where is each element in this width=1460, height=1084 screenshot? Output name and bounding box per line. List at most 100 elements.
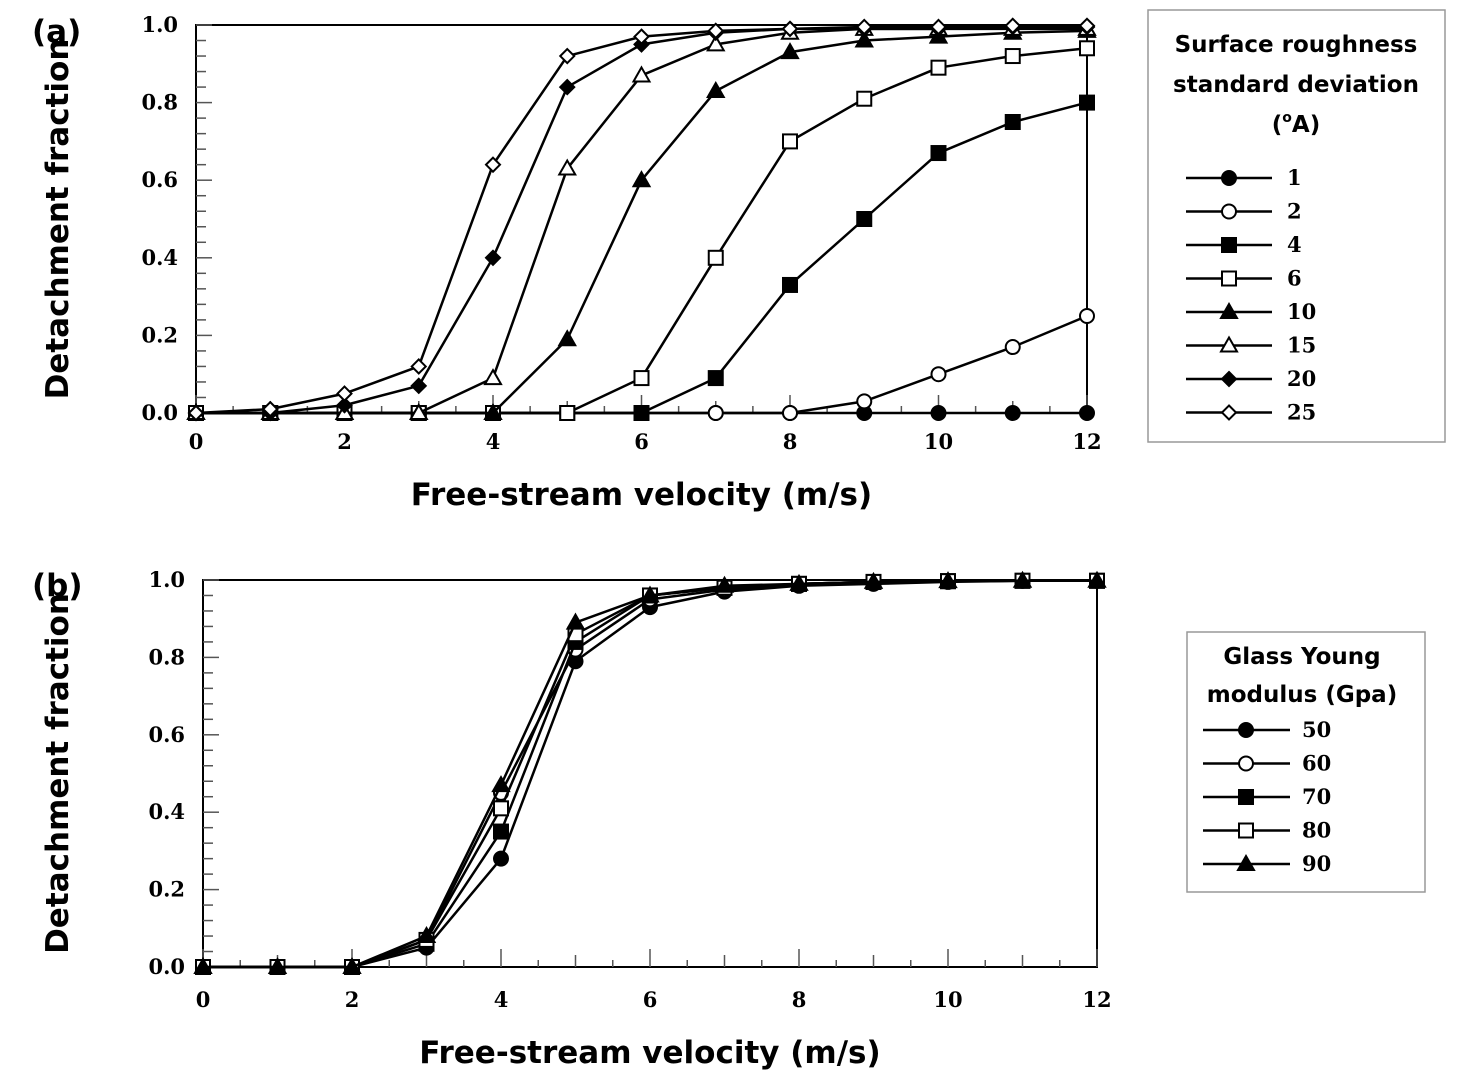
data-point	[1079, 40, 1095, 57]
data-point	[1079, 405, 1095, 421]
y-tick-label: 0.8	[148, 644, 185, 669]
y-tick-label: 0.4	[148, 799, 185, 824]
data-point	[930, 59, 947, 76]
data-point	[493, 823, 509, 840]
x-tick-label: 8	[783, 429, 798, 454]
legend-item-15: 15	[1186, 333, 1316, 358]
data-point	[781, 20, 799, 38]
data-point	[493, 850, 509, 867]
data-point	[1004, 339, 1021, 356]
data-point	[856, 90, 873, 107]
data-point	[706, 80, 726, 98]
data-point	[930, 18, 947, 36]
series-15	[186, 18, 1097, 420]
panel-label: (b)	[32, 568, 83, 604]
data-point	[1012, 570, 1033, 588]
legend-item-50: 50	[1203, 717, 1331, 742]
data-point	[557, 158, 577, 176]
legend-item-4: 4	[1186, 232, 1302, 257]
data-point	[484, 249, 502, 267]
series-6	[188, 40, 1095, 421]
legend-marker	[1219, 335, 1239, 353]
x-tick-label: 0	[189, 429, 204, 454]
data-point	[1004, 17, 1022, 35]
data-point	[1004, 405, 1021, 421]
legend-item-20: 20	[1186, 366, 1316, 391]
data-point	[930, 366, 947, 383]
legend-item-90: 90	[1203, 851, 1331, 876]
data-point	[633, 28, 650, 46]
data-point	[631, 170, 652, 188]
series-line	[195, 24, 1087, 415]
plot-frame	[195, 24, 1088, 414]
legend-label: 15	[1287, 333, 1316, 358]
x-tick-label: 10	[933, 987, 962, 1012]
legend-item-1: 1	[1186, 165, 1302, 190]
data-point	[483, 368, 503, 386]
legend-marker	[1221, 203, 1237, 220]
y-tick-label: 0.6	[148, 722, 185, 747]
legend-title-unit: (oA)	[1272, 110, 1320, 138]
data-point	[640, 585, 660, 603]
x-axis-title: Free-stream velocity (m/s)	[419, 1035, 880, 1071]
data-point	[854, 30, 874, 48]
series-line	[196, 25, 1087, 415]
data-point	[557, 329, 577, 347]
series-80	[195, 572, 1105, 975]
legend-label: 10	[1287, 299, 1316, 324]
data-point	[484, 156, 502, 174]
data-point	[416, 926, 437, 944]
data-point	[706, 34, 726, 52]
data-point	[1078, 17, 1096, 35]
data-point	[782, 276, 798, 293]
series-line	[196, 47, 1088, 415]
y-tick-label: 0.2	[141, 322, 178, 347]
x-tick-label: 10	[924, 429, 953, 454]
data-point	[483, 402, 503, 420]
data-point	[782, 133, 798, 150]
data-point	[558, 47, 576, 65]
y-tick-label: 0.2	[148, 877, 185, 902]
data-point	[410, 358, 428, 375]
series-25	[187, 17, 1096, 422]
series-line	[203, 579, 1097, 969]
legend-label: 2	[1287, 199, 1302, 224]
legend-title: Glass Young	[1223, 644, 1380, 670]
data-point	[856, 211, 873, 227]
series-70	[195, 572, 1105, 975]
legend-marker	[1220, 404, 1238, 421]
legend-label: 60	[1302, 751, 1331, 776]
legend-item-60: 60	[1203, 751, 1331, 776]
legend-item-10: 10	[1186, 299, 1316, 324]
legend-label: 20	[1287, 366, 1316, 391]
data-point	[707, 370, 724, 387]
legend-label: 80	[1302, 818, 1331, 843]
plot-frame	[202, 579, 1098, 968]
data-point	[493, 800, 509, 817]
y-tick-label: 1.0	[141, 12, 178, 37]
legend-marker	[1219, 301, 1239, 319]
data-point	[267, 956, 288, 974]
data-point	[336, 385, 353, 403]
data-point	[558, 78, 576, 96]
x-tick-label: 2	[337, 429, 352, 454]
data-point	[938, 571, 958, 589]
legend-marker	[1221, 170, 1237, 186]
legend-title: standard deviation	[1173, 72, 1419, 98]
data-point	[930, 145, 947, 162]
y-tick-label: 1.0	[148, 567, 185, 592]
data-point	[633, 405, 650, 421]
legend-item-70: 70	[1203, 784, 1331, 809]
panel-b: 0.0 0.2 0.4 0.6 0.8 1.0 0 2 4 6 8 10 12 Free-stream v…	[32, 567, 1426, 1071]
data-point	[855, 18, 873, 36]
series-line	[196, 101, 1088, 415]
data-point	[410, 377, 428, 395]
data-point	[193, 956, 213, 974]
legend: Glass Young modulus (Gpa) 50 60 70 80 90	[1186, 631, 1426, 893]
legend-marker	[1238, 755, 1254, 772]
series-50	[195, 572, 1105, 975]
legend-marker	[1221, 237, 1237, 253]
data-point	[782, 405, 798, 421]
data-point	[789, 573, 809, 591]
data-point	[633, 370, 650, 387]
